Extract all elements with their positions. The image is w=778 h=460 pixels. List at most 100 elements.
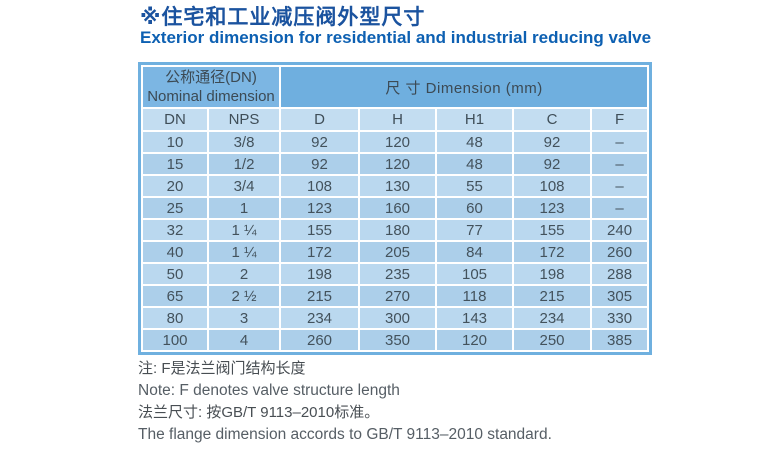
table-cell: 172 xyxy=(514,242,590,262)
table-cell: 130 xyxy=(360,176,435,196)
dimension-table: 公称通径(DN) Nominal dimension 尺 寸 Dimension… xyxy=(138,62,653,355)
flange-note-en: The flange dimension accords to GB/T 911… xyxy=(138,425,552,443)
table-cell: 305 xyxy=(592,286,648,306)
table-cell: 84 xyxy=(437,242,512,262)
table-cell: 1 ¼ xyxy=(209,242,279,262)
table-cell: 250 xyxy=(514,330,590,350)
table-cell: – xyxy=(592,154,648,174)
table-cell: 330 xyxy=(592,308,648,328)
column-header-c: C xyxy=(514,109,590,130)
table-cell: – xyxy=(592,198,648,218)
column-header-nps: NPS xyxy=(209,109,279,130)
table-cell: 80 xyxy=(143,308,207,328)
table-cell: 65 xyxy=(143,286,207,306)
header-dimension-mm: 尺 寸 Dimension (mm) xyxy=(281,67,648,107)
table-cell: 172 xyxy=(281,242,358,262)
table-cell: 3/4 xyxy=(209,176,279,196)
table-cell: 1/2 xyxy=(209,154,279,174)
table-cell: 3 xyxy=(209,308,279,328)
table-cell: 92 xyxy=(514,132,590,152)
column-header-dn: DN xyxy=(143,109,207,130)
header-nominal-en: Nominal dimension xyxy=(147,88,275,105)
table-cell: 4 xyxy=(209,330,279,350)
table-cell: 100 xyxy=(143,330,207,350)
table-cell: 105 xyxy=(437,264,512,284)
table-cell: 15 xyxy=(143,154,207,174)
table-cell: 205 xyxy=(360,242,435,262)
table-cell: 235 xyxy=(360,264,435,284)
table-cell: 143 xyxy=(437,308,512,328)
table-cell: 198 xyxy=(514,264,590,284)
table-cell: 60 xyxy=(437,198,512,218)
table-row: 65 2 ½ 215 270 118 215 305 xyxy=(143,286,648,306)
table-cell: 234 xyxy=(514,308,590,328)
table-row: 80 3 234 300 143 234 330 xyxy=(143,308,648,328)
table-row: 50 2 198 235 105 198 288 xyxy=(143,264,648,284)
column-header-h1: H1 xyxy=(437,109,512,130)
table-cell: 50 xyxy=(143,264,207,284)
table-cell: 3/8 xyxy=(209,132,279,152)
column-header-f: F xyxy=(592,109,648,130)
table-cell: 288 xyxy=(592,264,648,284)
table-cell: 92 xyxy=(281,154,358,174)
table-cell: 25 xyxy=(143,198,207,218)
table-cell: 1 ¼ xyxy=(209,220,279,240)
table-cell: 215 xyxy=(514,286,590,306)
table-cell: 108 xyxy=(514,176,590,196)
table-cell: 48 xyxy=(437,154,512,174)
table-cell: 260 xyxy=(592,242,648,262)
table-cell: 155 xyxy=(514,220,590,240)
table-row: 20 3/4 108 130 55 108– xyxy=(143,176,648,196)
table-cell: 180 xyxy=(360,220,435,240)
table-cell: 198 xyxy=(281,264,358,284)
table-cell: 77 xyxy=(437,220,512,240)
table-cell: 260 xyxy=(281,330,358,350)
table-cell: 270 xyxy=(360,286,435,306)
table-row: 25 1 123 160 60 123– xyxy=(143,198,648,218)
table-cell: 120 xyxy=(360,132,435,152)
table-cell: 2 ½ xyxy=(209,286,279,306)
table-cell: – xyxy=(592,132,648,152)
table-row: 100 4 260 350 120 250 385 xyxy=(143,330,648,350)
table-cell: 32 xyxy=(143,220,207,240)
table-cell: 10 xyxy=(143,132,207,152)
column-header-h: H xyxy=(360,109,435,130)
table-cell: 123 xyxy=(514,198,590,218)
notes: 注: F是法兰阀门结构长度 Note: F denotes valve stru… xyxy=(138,358,552,445)
table-cell: – xyxy=(592,176,648,196)
column-header-row: DN NPS D H H1 C F xyxy=(143,109,648,130)
note-en: Note: F denotes valve structure length xyxy=(138,381,400,399)
table-cell: 215 xyxy=(281,286,358,306)
table-header-row: 公称通径(DN) Nominal dimension 尺 寸 Dimension… xyxy=(143,67,648,107)
table-cell: 350 xyxy=(360,330,435,350)
table-cell: 40 xyxy=(143,242,207,262)
table-cell: 92 xyxy=(281,132,358,152)
table-cell: 118 xyxy=(437,286,512,306)
table-row: 32 1 ¼ 155 180 77 155 240 xyxy=(143,220,648,240)
column-header-d: D xyxy=(281,109,358,130)
table-cell: 55 xyxy=(437,176,512,196)
table-cell: 385 xyxy=(592,330,648,350)
table-cell: 160 xyxy=(360,198,435,218)
table-row: 10 3/8 92 120 48 92– xyxy=(143,132,648,152)
table-cell: 300 xyxy=(360,308,435,328)
table-cell: 123 xyxy=(281,198,358,218)
table-cell: 120 xyxy=(360,154,435,174)
table-cell: 48 xyxy=(437,132,512,152)
table-cell: 120 xyxy=(437,330,512,350)
header-nominal-dimension: 公称通径(DN) Nominal dimension xyxy=(143,67,279,107)
header-nominal-zh: 公称通径(DN) xyxy=(165,69,257,86)
flange-note-zh: 法兰尺寸: 按GB/T 9113–2010标准。 xyxy=(138,404,380,421)
table-cell: 108 xyxy=(281,176,358,196)
table-cell: 1 xyxy=(209,198,279,218)
table-cell: 92 xyxy=(514,154,590,174)
table-row: 40 1 ¼ 172 205 84 172 260 xyxy=(143,242,648,262)
page-subtitle: Exterior dimension for residential and i… xyxy=(140,28,652,47)
page-title: ※住宅和工业减压阀外型尺寸 xyxy=(140,6,426,29)
table-cell: 2 xyxy=(209,264,279,284)
note-zh: 注: F是法兰阀门结构长度 xyxy=(138,360,306,377)
table-row: 15 1/2 92 120 48 92– xyxy=(143,154,648,174)
table-cell: 155 xyxy=(281,220,358,240)
table-cell: 20 xyxy=(143,176,207,196)
table-cell: 240 xyxy=(592,220,648,240)
